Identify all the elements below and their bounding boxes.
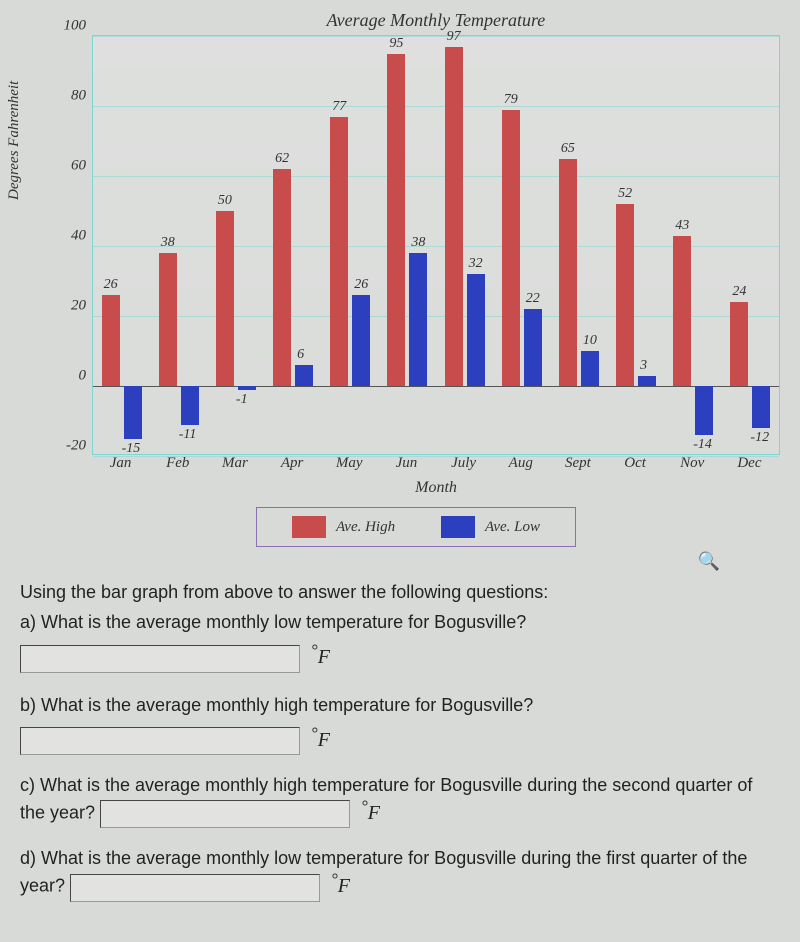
bar-high-sept [559, 159, 577, 387]
x-labels: Jan Feb Mar Apr May Jun July Aug Sept Oct Nov Dec [92, 455, 780, 477]
xlabel-dec: Dec [737, 455, 761, 472]
bar-label-low-jun: 38 [411, 235, 425, 251]
xlabel-sept: Sept [565, 455, 591, 472]
bar-label-high-apr: 62 [275, 151, 289, 167]
bar-high-mar [216, 211, 234, 386]
answer-a-input[interactable] [20, 645, 300, 673]
bar-low-feb [181, 386, 199, 425]
bar-high-aug [502, 110, 520, 387]
xlabel-nov: Nov [680, 455, 704, 472]
swatch-low [441, 516, 475, 538]
x-axis-label: Month [92, 479, 780, 497]
answer-b-input[interactable] [20, 727, 300, 755]
bar-label-low-feb: -11 [179, 427, 197, 443]
plot-area: 26-1538-1150-162677269538973279226510523… [92, 35, 780, 455]
xlabel-mar: Mar [222, 455, 248, 472]
bar-label-low-mar: -1 [236, 392, 248, 408]
xlabel-apr: Apr [281, 455, 304, 472]
bar-label-high-aug: 79 [504, 92, 518, 108]
bar-low-jan [124, 386, 142, 439]
bar-low-sept [581, 351, 599, 386]
bar-label-high-jun: 95 [389, 36, 403, 52]
bar-low-mar [238, 386, 256, 390]
intro-text: Using the bar graph from above to answer… [20, 580, 780, 604]
bar-label-low-dec: -12 [750, 430, 769, 446]
answer-c-unit: °F [361, 802, 380, 824]
xlabel-aug: Aug [509, 455, 533, 472]
question-b: b) What is the average monthly high temp… [20, 693, 780, 755]
answer-b-unit: °F [311, 729, 330, 751]
bar-low-july [467, 274, 485, 386]
y-axis-label: Degrees Fahrenheit [6, 81, 23, 200]
bar-high-july [445, 47, 463, 387]
bar-low-apr [295, 365, 313, 386]
question-a: a) What is the average monthly low tempe… [20, 610, 780, 672]
bar-label-high-may: 77 [332, 99, 346, 115]
bar-high-feb [159, 253, 177, 386]
questions-block: Using the bar graph from above to answer… [0, 572, 800, 942]
bar-high-may [330, 117, 348, 387]
xlabel-jun: Jun [396, 455, 418, 472]
bar-high-dec [730, 302, 748, 386]
question-b-text: b) What is the average monthly high temp… [20, 693, 780, 717]
question-a-text: a) What is the average monthly low tempe… [20, 610, 780, 634]
answer-d-unit: °F [331, 875, 350, 897]
xlabel-may: May [336, 455, 363, 472]
legend-high-label: Ave. High [336, 519, 395, 536]
xlabel-jan: Jan [110, 455, 132, 472]
bar-high-nov [673, 236, 691, 387]
magnify-icon[interactable]: 🔍 [52, 551, 780, 572]
swatch-high [292, 516, 326, 538]
bar-label-high-feb: 38 [161, 235, 175, 251]
answer-a-unit: °F [311, 646, 330, 668]
bar-label-high-oct: 52 [618, 186, 632, 202]
bar-low-nov [695, 386, 713, 435]
bar-label-high-mar: 50 [218, 193, 232, 209]
bar-label-low-may: 26 [354, 277, 368, 293]
bar-label-low-july: 32 [469, 256, 483, 272]
bar-label-high-july: 97 [447, 29, 461, 45]
bar-label-low-apr: 6 [297, 347, 304, 363]
bar-label-low-aug: 22 [526, 291, 540, 307]
chart-title: Average Monthly Temperature [92, 10, 780, 31]
xlabel-feb: Feb [166, 455, 189, 472]
chart-container: Average Monthly Temperature Degrees Fahr… [0, 0, 800, 572]
bar-label-high-jan: 26 [104, 277, 118, 293]
legend-high: Ave. High [292, 516, 395, 538]
bar-label-low-sept: 10 [583, 333, 597, 349]
bar-label-high-sept: 65 [561, 141, 575, 157]
bar-low-may [352, 295, 370, 386]
xlabel-july: July [451, 455, 476, 472]
bar-high-oct [616, 204, 634, 386]
bar-low-oct [638, 376, 656, 387]
xlabel-oct: Oct [624, 455, 646, 472]
bar-high-apr [273, 169, 291, 386]
legend-low: Ave. Low [441, 516, 540, 538]
bar-low-aug [524, 309, 542, 386]
answer-c-input[interactable] [100, 800, 350, 828]
bar-label-low-nov: -14 [693, 437, 712, 453]
bar-label-high-nov: 43 [675, 218, 689, 234]
answer-d-input[interactable] [70, 874, 320, 902]
question-c: c) What is the average monthly high temp… [20, 775, 780, 828]
legend-low-label: Ave. Low [485, 519, 540, 536]
bar-label-low-oct: 3 [640, 358, 647, 374]
bar-low-dec [752, 386, 770, 428]
bar-label-high-dec: 24 [732, 284, 746, 300]
question-d: d) What is the average monthly low tempe… [20, 848, 780, 901]
bar-low-jun [409, 253, 427, 386]
bar-high-jan [102, 295, 120, 386]
bar-high-jun [387, 54, 405, 387]
legend: Ave. High Ave. Low [256, 507, 576, 547]
